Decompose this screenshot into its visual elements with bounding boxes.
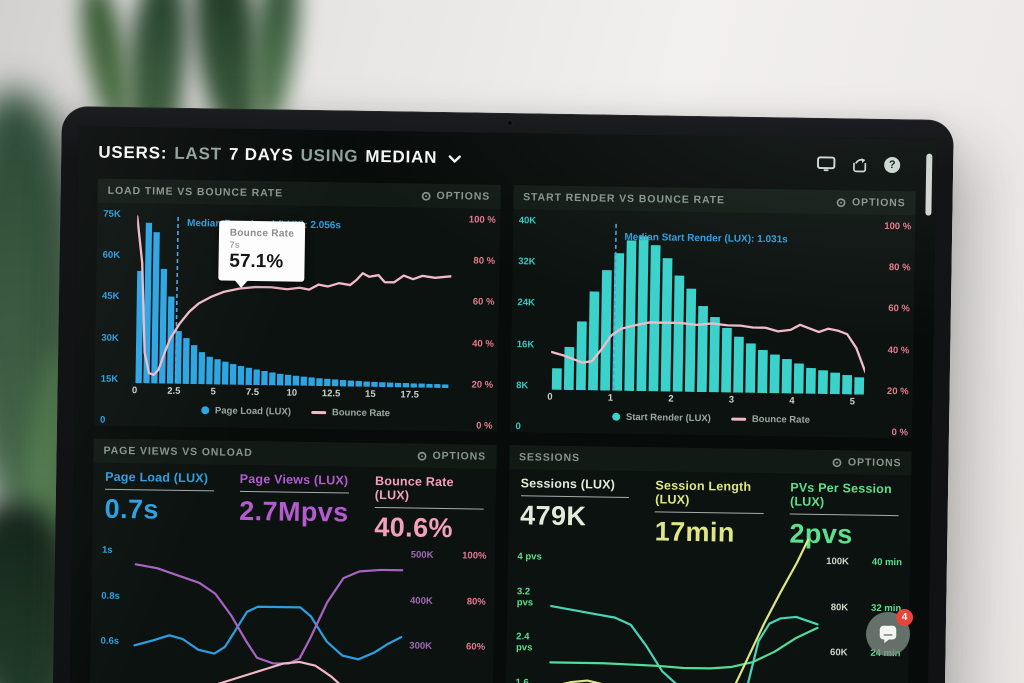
legend-start-render[interactable]: Start Render (LUX) xyxy=(611,411,711,424)
metric-row: Page Load (LUX) 0.7s Page Views (LUX) 2.… xyxy=(92,463,496,547)
chat-launcher-button[interactable]: 4 xyxy=(866,609,913,656)
options-button[interactable]: OPTIONS xyxy=(836,196,906,209)
metric-row: Sessions (LUX) 479K Session Length (LUX)… xyxy=(508,469,912,553)
help-icon[interactable]: ? xyxy=(882,156,902,174)
y-axis-right: 100 % 80 % 60 % 40 % 20 % 0 % xyxy=(468,214,496,432)
display-icon[interactable] xyxy=(816,155,836,173)
scrollbar[interactable] xyxy=(925,153,933,216)
share-icon[interactable] xyxy=(849,155,869,173)
title-days: 7 DAYS xyxy=(228,144,294,165)
metric-pvs-per-session: PVs Per Session (LUX) 2pvs xyxy=(789,480,899,551)
webcam xyxy=(507,121,512,126)
title-median: MEDIAN xyxy=(365,146,438,167)
panel-sessions: SESSIONS OPTIONS Sessions (LUX) 479K xyxy=(504,445,912,683)
page-views-chart: 1s0.8s0.6s0.4s 500K100%400K80%300K60%200… xyxy=(95,543,488,683)
legend-page-load[interactable]: Page Load (LUX) xyxy=(200,405,291,417)
panel-title: START RENDER VS BOUNCE RATE xyxy=(523,191,726,207)
load-time-chart: 75K 60K 45K 30K 15K 0 100 % 80 % 60 % 40 % 20 % 0 … xyxy=(94,203,500,432)
dashboard: USERS: LAST 7 DAYS USING MEDIAN xyxy=(69,126,937,683)
y-axis-right: 100 % 80 % 60 % 40 % 20 % 0 % xyxy=(884,220,912,439)
dashboard-header: USERS: LAST 7 DAYS USING MEDIAN xyxy=(98,127,917,192)
chat-unread-badge: 4 xyxy=(896,609,913,626)
line-plot xyxy=(549,550,818,683)
chevron-down-icon[interactable] xyxy=(446,150,463,167)
gear-icon xyxy=(837,197,846,207)
header-icons: ? xyxy=(816,155,902,174)
metric-page-views: Page Views (LUX) 2.7Mpvs xyxy=(239,471,349,528)
start-render-chart: 40K 32K 24K 16K 8K 0 100 % 80 % 60 % 40 % 20 % 0 %… xyxy=(509,209,915,438)
panel-start-render: START RENDER VS BOUNCE RATE OPTIONS 40K 3… xyxy=(509,185,916,439)
tooltip: Bounce Rate 7s 57.1% xyxy=(218,220,306,282)
panel-title: LOAD TIME VS BOUNCE RATE xyxy=(107,184,284,200)
metric-session-length: Session Length (LUX) 17min xyxy=(654,478,764,549)
metric-sessions: Sessions (LUX) 479K xyxy=(520,476,630,547)
panel-title: PAGE VIEWS VS ONLOAD xyxy=(103,444,253,460)
options-button[interactable]: OPTIONS xyxy=(832,456,902,469)
gear-icon xyxy=(833,457,842,467)
metric-bounce-rate: Bounce Rate (LUX) 40.6% xyxy=(374,474,484,545)
panel-grid: LOAD TIME VS BOUNCE RATE OPTIONS 75K 60K 4… xyxy=(89,178,916,683)
screen: USERS: LAST 7 DAYS USING MEDIAN xyxy=(68,126,937,683)
y-axis-left: 75K 60K 45K 30K 15K 0 xyxy=(99,208,121,426)
histogram-plot xyxy=(135,211,452,389)
y-axis-left: 1s0.8s0.6s0.4s xyxy=(100,544,120,683)
histogram-plot xyxy=(550,218,867,395)
gear-icon xyxy=(417,451,427,461)
metric-page-load: Page Load (LUX) 0.7s xyxy=(104,470,214,541)
legend-bounce-rate[interactable]: Bounce Rate xyxy=(310,406,390,419)
panel-page-views: PAGE VIEWS VS ONLOAD OPTIONS Page Load (… xyxy=(89,438,497,683)
title-users: USERS: xyxy=(98,142,168,163)
gear-icon xyxy=(421,191,431,201)
options-button[interactable]: OPTIONS xyxy=(420,190,490,203)
panel-title: SESSIONS xyxy=(518,451,581,465)
options-button[interactable]: OPTIONS xyxy=(416,450,486,463)
chat-bubble-icon xyxy=(879,625,897,644)
page-title[interactable]: USERS: LAST 7 DAYS USING MEDIAN xyxy=(98,143,463,169)
title-using: USING xyxy=(300,145,359,166)
line-plot xyxy=(133,543,402,683)
panel-load-time: LOAD TIME VS BOUNCE RATE OPTIONS 75K 60K 4… xyxy=(93,178,501,432)
laptop: USERS: LAST 7 DAYS USING MEDIAN xyxy=(51,106,954,683)
legend-bounce-rate[interactable]: Bounce Rate xyxy=(730,413,810,425)
y-axis-left: 40K 32K 24K 16K 8K 0 xyxy=(515,215,537,433)
title-last: LAST xyxy=(174,143,223,164)
